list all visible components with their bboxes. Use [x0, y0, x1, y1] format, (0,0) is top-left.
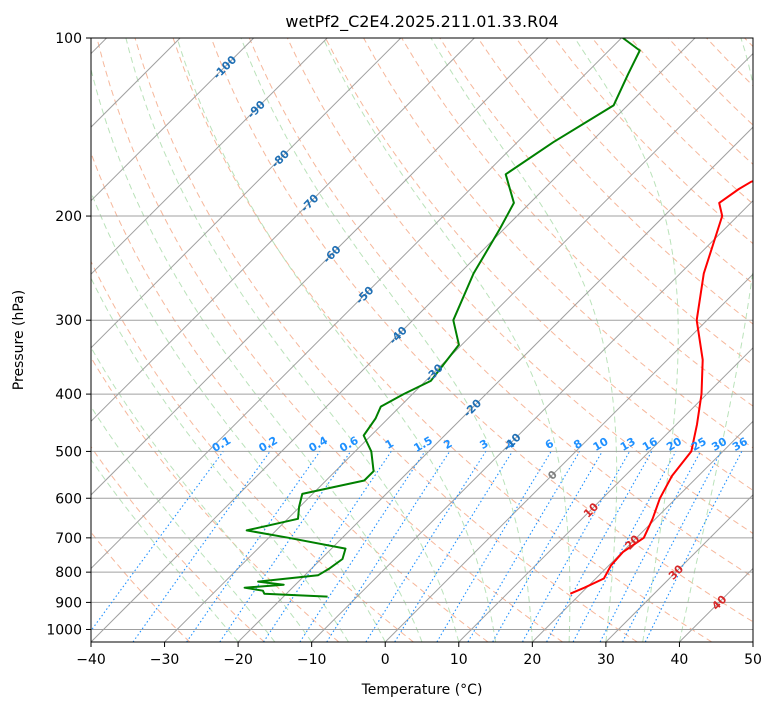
- moist-adiabat: [678, 38, 753, 642]
- chart-title: wetPf2_C2E4.2025.211.01.33.R04: [285, 12, 558, 32]
- isotherm-line: [384, 273, 753, 642]
- x-tick-label: −40: [76, 652, 106, 668]
- isotherm-line: [164, 52, 753, 642]
- mixing-ratio-line: [644, 451, 743, 642]
- isotherm-line: [237, 126, 753, 642]
- isotherm-line: [91, 38, 402, 349]
- y-tick-label: 300: [55, 313, 82, 329]
- mixing-ratio-line: [263, 451, 392, 642]
- dry-adiabat: [210, 38, 753, 623]
- mixing-ratio-line: [299, 451, 426, 642]
- moist-adiabat: [176, 38, 497, 642]
- x-tick-label: −10: [297, 652, 327, 668]
- x-tick-label: 30: [597, 652, 615, 668]
- moist-adiabat: [574, 38, 679, 642]
- mixing-ratio-line: [572, 451, 677, 642]
- dry-adiabat: [134, 38, 638, 642]
- dry-adiabat: [515, 38, 753, 285]
- y-tick-label: 900: [55, 595, 82, 611]
- dry-adiabat: [172, 38, 713, 642]
- dry-adiabat: [91, 445, 265, 642]
- mixing-ratio-line: [546, 451, 653, 642]
- x-tick-label: 10: [450, 652, 468, 668]
- x-axis-label: Temperature (°C): [361, 682, 483, 698]
- isotherm-line: [311, 199, 753, 642]
- x-tick-label: 50: [744, 652, 762, 668]
- dry-adiabat: [91, 356, 340, 642]
- x-tick-label: 20: [523, 652, 541, 668]
- moist-adiabat: [91, 277, 349, 642]
- y-tick-label: 500: [55, 444, 82, 460]
- dry-adiabat: [96, 38, 563, 642]
- temperature-line: [569, 180, 753, 595]
- dry-adiabat: [91, 260, 414, 642]
- mixing-ratio-line: [186, 451, 321, 642]
- y-tick-label: 1000: [46, 622, 82, 638]
- dry-adiabat: [286, 38, 753, 535]
- isotherm-line: [91, 38, 622, 570]
- y-tick-label: 600: [55, 491, 82, 507]
- dry-adiabat: [248, 38, 753, 578]
- moist-adiabat: [91, 405, 276, 642]
- mixing-ratio-line: [132, 451, 271, 642]
- mixing-ratio-line: [394, 451, 513, 642]
- isotherm-line: [605, 494, 753, 642]
- moist-adiabat: [322, 38, 571, 642]
- mixing-ratio-line: [326, 451, 451, 642]
- isotherm-line: [91, 38, 328, 275]
- x-tick-label: −30: [150, 652, 180, 668]
- isotherm-line: [531, 420, 753, 642]
- background-lines: [91, 38, 753, 642]
- isotherm-line: [91, 38, 549, 496]
- y-tick-label: 400: [55, 387, 82, 403]
- mixing-ratio-line: [91, 451, 224, 632]
- x-tick-label: −20: [223, 652, 253, 668]
- y-tick-label: 800: [55, 565, 82, 581]
- plot-frame: [90, 37, 754, 643]
- y-tick-label: 200: [55, 209, 82, 225]
- isotherm-line: [91, 38, 475, 423]
- moist-adiabat: [91, 190, 386, 642]
- moist-adiabat: [125, 38, 460, 642]
- isotherm-line: [458, 347, 753, 642]
- profile-lines: [243, 38, 753, 598]
- dry-adiabat: [325, 38, 753, 491]
- moist-adiabat: [430, 38, 618, 642]
- axis-ticks: −40 −30 −20 −10 0 10 20 30 40 50 100 200 300 400 500 60…: [46, 31, 762, 668]
- x-tick-label: 0: [381, 652, 390, 668]
- dewpoint-line: [243, 38, 641, 598]
- x-tick-label: 40: [671, 652, 689, 668]
- moist-adiabat: [240, 38, 533, 642]
- isotherm-line: [91, 38, 696, 642]
- y-axis-label: Pressure (hPa): [11, 290, 27, 390]
- y-tick-label: 700: [55, 531, 82, 547]
- mixing-ratio-line: [522, 451, 631, 642]
- isotherm-line: [91, 38, 255, 202]
- moist-adiabat: [91, 458, 239, 642]
- y-tick-label: 100: [55, 31, 82, 47]
- mixing-ratio-line: [219, 451, 352, 642]
